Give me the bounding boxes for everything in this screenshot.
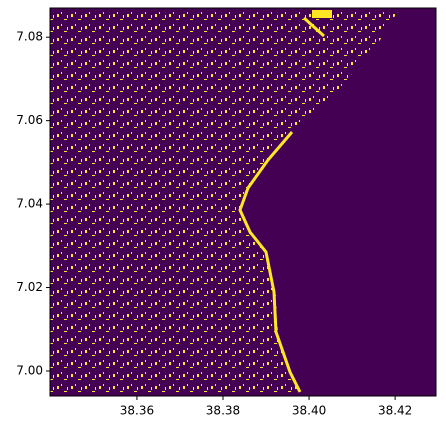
land-speckle	[50, 8, 400, 396]
x-tick-label: 38.40	[292, 404, 326, 418]
feature	[302, 16, 326, 38]
y-tick-label: 7.06	[16, 113, 43, 127]
x-tick-label: 38.38	[206, 404, 240, 418]
y-tick-label: 7.04	[16, 197, 43, 211]
shoreline	[238, 131, 302, 393]
x-tick-label: 38.42	[378, 404, 412, 418]
y-tick-label: 7.02	[16, 280, 43, 294]
y-tick-label: 7.00	[16, 363, 43, 377]
feature	[312, 10, 332, 18]
raster-texture	[50, 8, 400, 396]
axes-frame	[49, 7, 437, 397]
x-tick-label: 38.36	[120, 404, 154, 418]
y-tick-label: 7.08	[16, 30, 43, 44]
edge-speckle	[50, 8, 64, 396]
